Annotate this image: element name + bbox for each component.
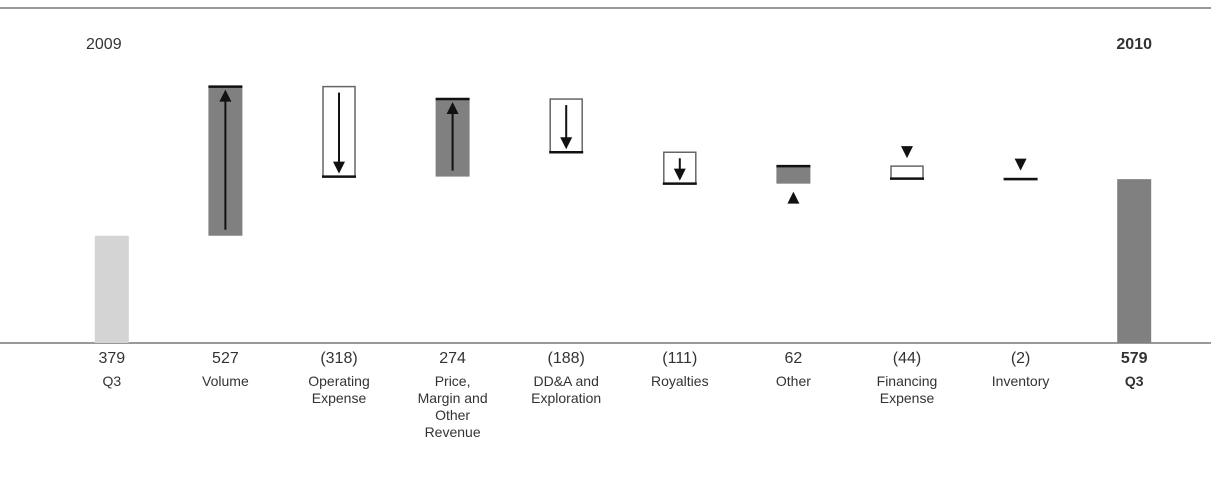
category-label: Financing Expense bbox=[876, 373, 938, 406]
category-label: Inventory bbox=[991, 373, 1050, 389]
category-label: Volume bbox=[202, 373, 249, 389]
increase-bar bbox=[776, 166, 811, 184]
arrow-head bbox=[219, 89, 232, 102]
category-label: Other bbox=[775, 373, 811, 389]
category-label: Operating Expense bbox=[308, 373, 370, 406]
category-label: Q3 bbox=[102, 373, 122, 389]
total-bar bbox=[1117, 179, 1152, 343]
arrow-head bbox=[901, 146, 913, 159]
category-label: Price, Margin and Other Revenue bbox=[417, 373, 488, 440]
value-label: 579 bbox=[1121, 350, 1148, 367]
arrow-head bbox=[787, 191, 800, 204]
value-label: (111) bbox=[662, 350, 697, 367]
category-label: Royalties bbox=[651, 373, 709, 389]
value-label: (44) bbox=[893, 350, 921, 367]
value-label: 527 bbox=[212, 350, 239, 367]
arrow-head bbox=[1014, 158, 1027, 171]
value-label: 274 bbox=[439, 350, 466, 367]
decrease-bar bbox=[890, 165, 924, 180]
total-bar bbox=[94, 235, 129, 343]
value-label: 62 bbox=[785, 350, 803, 367]
value-label: (318) bbox=[320, 350, 357, 367]
arrow-head bbox=[560, 137, 573, 150]
end-label: 2010 bbox=[1116, 36, 1152, 53]
category-label: DD&A and Exploration bbox=[531, 373, 602, 406]
value-label: (188) bbox=[548, 350, 585, 367]
start-label: 2009 bbox=[86, 36, 122, 53]
value-label: (2) bbox=[1011, 350, 1031, 367]
category-label: Q3 bbox=[1124, 373, 1144, 389]
arrow-head bbox=[446, 102, 459, 115]
value-label: 379 bbox=[98, 350, 125, 367]
arrow-head bbox=[333, 161, 345, 174]
arrow-head bbox=[673, 168, 686, 181]
